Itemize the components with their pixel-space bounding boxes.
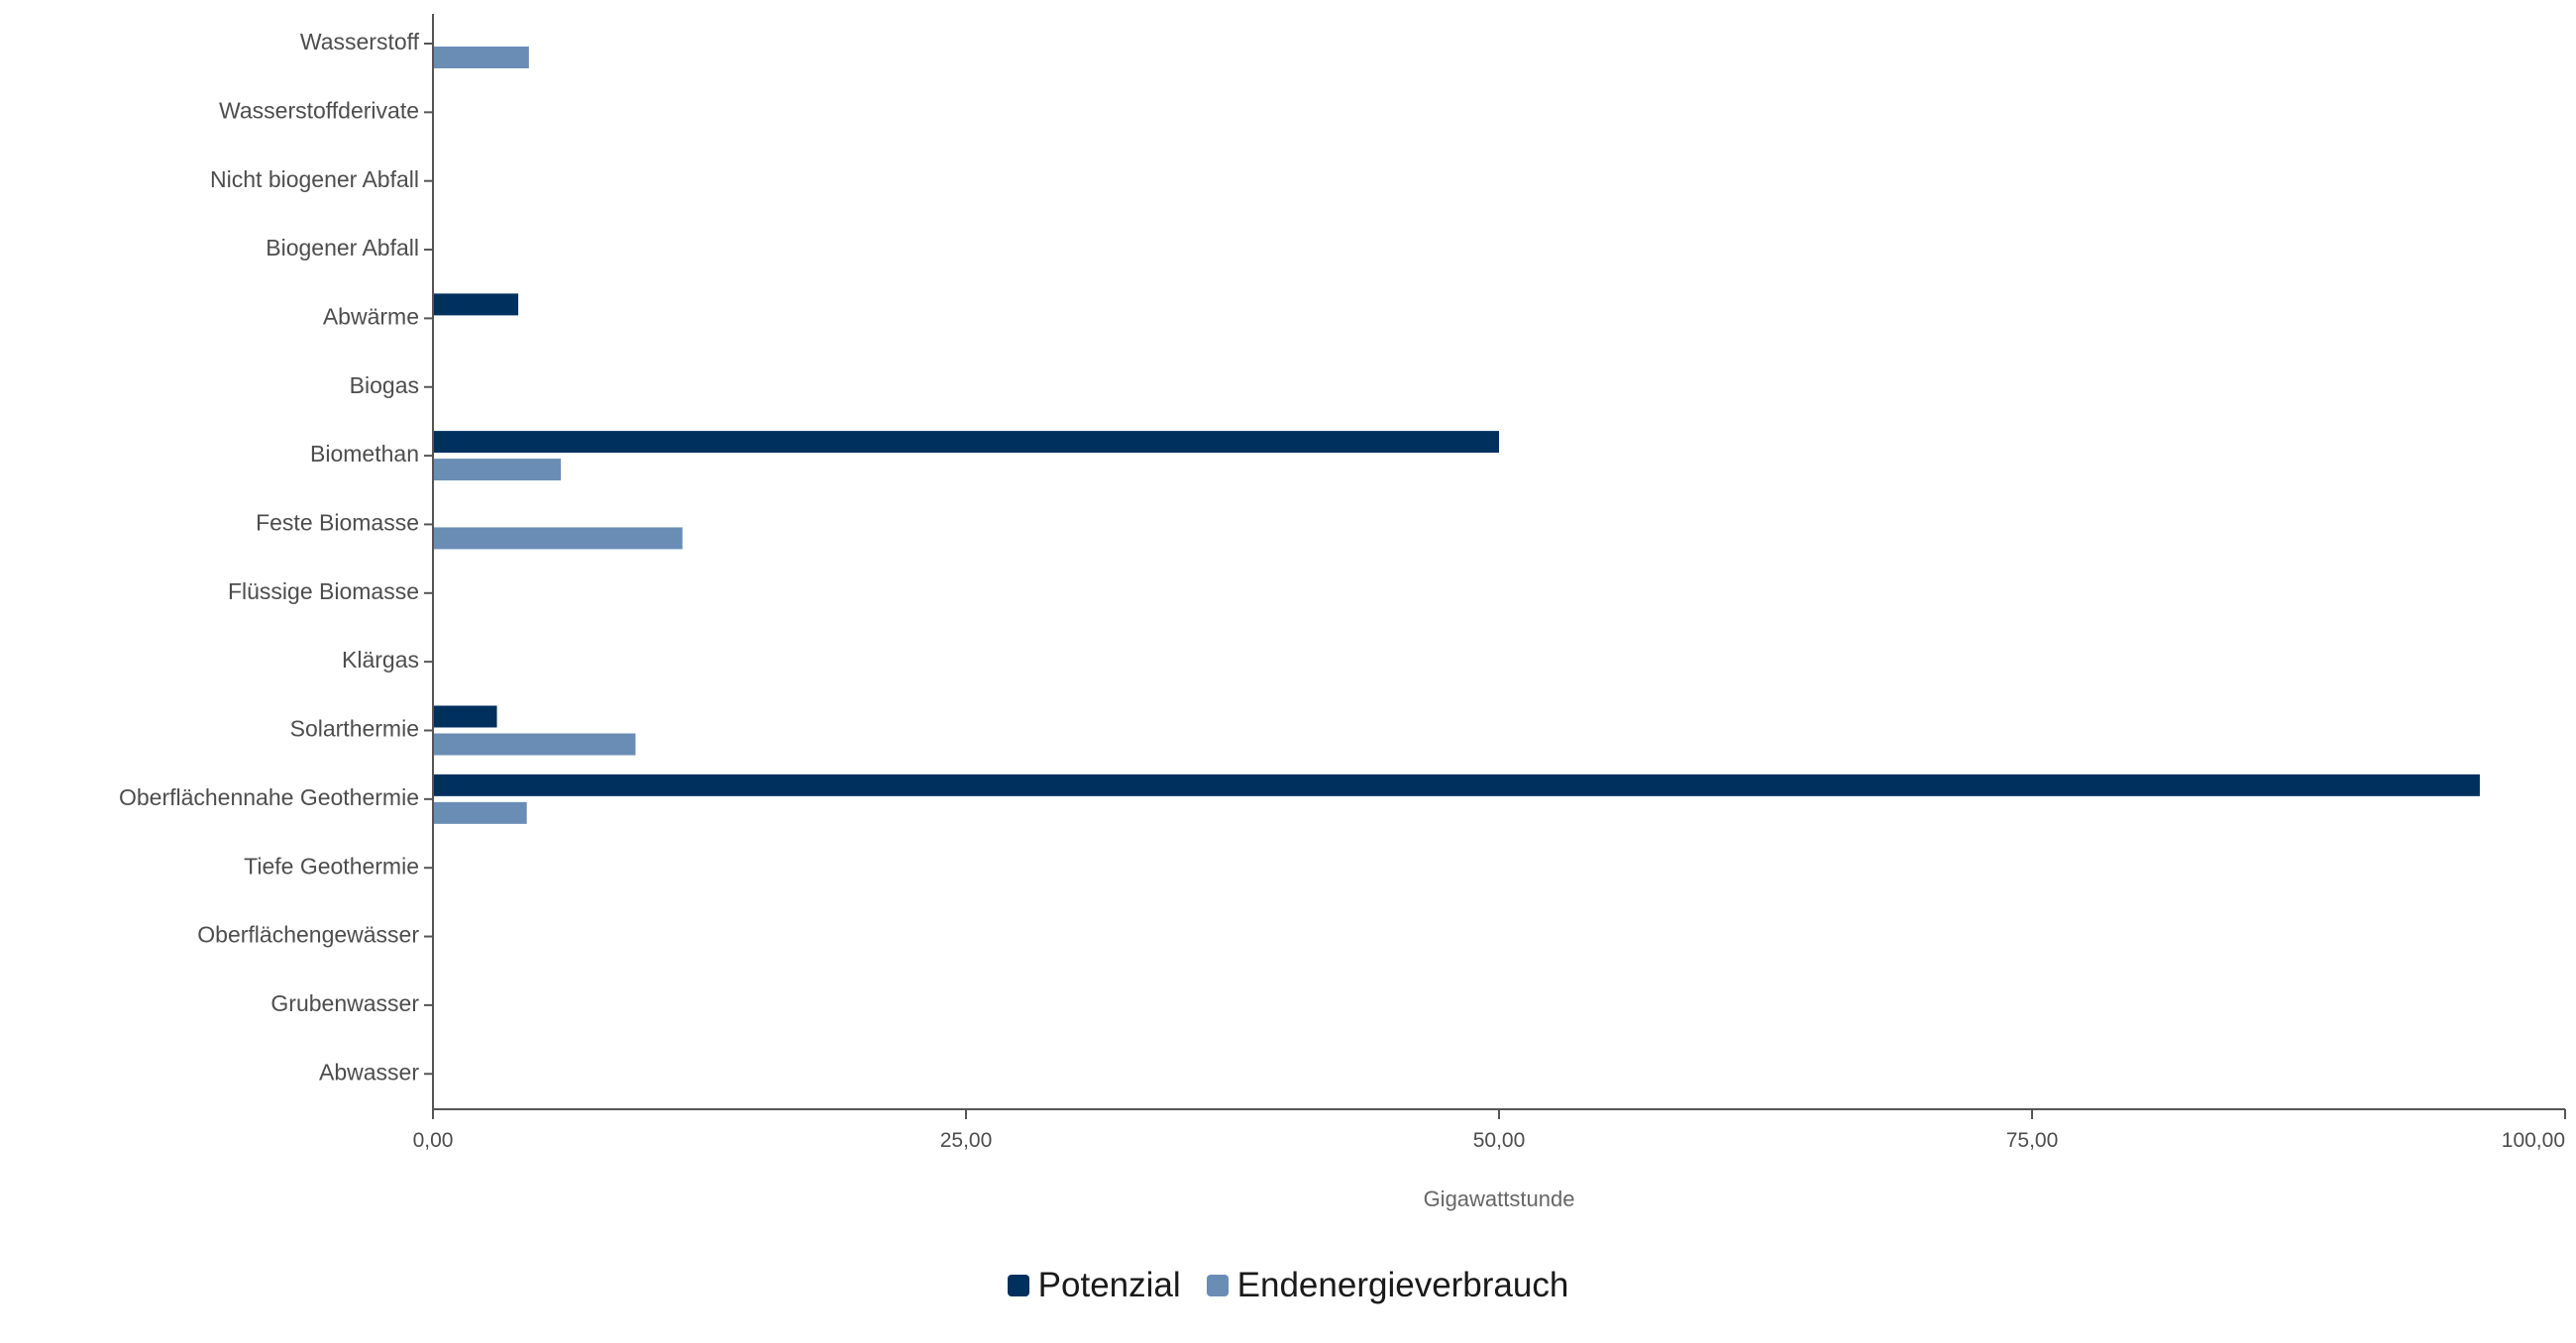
- bar-endenergieverbrauch-feste-biomasse[interactable]: [434, 527, 683, 550]
- y-tick-label-abwaerme: Abwärme: [323, 303, 419, 329]
- legend-item-endenergieverbrauch[interactable]: Endenergieverbrauch: [1206, 1266, 1569, 1305]
- x-tick-label: 0,00: [413, 1129, 454, 1152]
- y-tick-label-biomethan: Biomethan: [310, 441, 419, 466]
- legend-swatch-potenzial: [1007, 1275, 1029, 1296]
- bar-endenergieverbrauch-oberflaechennahe-geothermie[interactable]: [434, 801, 527, 824]
- y-tick-label-feste-biomasse: Feste Biomasse: [256, 510, 419, 536]
- y-tick-label-tiefe-geothermie: Tiefe Geothermie: [244, 853, 419, 878]
- y-tick-label-wasserstoff: Wasserstoff: [300, 29, 420, 54]
- legend-label-endenergieverbrauch: Endenergieverbrauch: [1236, 1266, 1569, 1304]
- bar-endenergieverbrauch-solarthermie[interactable]: [434, 733, 636, 756]
- legend-swatch-endenergieverbrauch: [1206, 1275, 1229, 1296]
- x-tick-label: 50,00: [1473, 1129, 1526, 1152]
- x-tick-label: 100,00: [2502, 1129, 2565, 1152]
- x-tick-label: 75,00: [2006, 1129, 2059, 1152]
- bar-potenzial-solarthermie[interactable]: [434, 705, 497, 728]
- bar-potenzial-abwaerme[interactable]: [434, 293, 519, 316]
- bar-potenzial-biomethan[interactable]: [434, 431, 1499, 454]
- y-tick-label-biogas: Biogas: [350, 372, 419, 398]
- y-tick-label-klaergas: Klärgas: [342, 647, 419, 672]
- y-tick-label-wasserstoffderivate: Wasserstoffderivate: [219, 97, 419, 123]
- x-axis-title: Gigawattstunde: [1424, 1187, 1575, 1211]
- legend-label-potenzial: Potenzial: [1037, 1266, 1181, 1304]
- y-axis: Wasserstoff Wasserstoffderivate Nicht biog…: [119, 14, 434, 1109]
- legend-item-potenzial[interactable]: Potenzial: [1007, 1266, 1181, 1305]
- bar-endenergieverbrauch-biomethan[interactable]: [434, 459, 562, 481]
- y-tick-label-grubenwasser: Grubenwasser: [270, 990, 419, 1016]
- y-tick-label-fluessige-biomasse: Flüssige Biomasse: [228, 578, 419, 604]
- x-axis: 0,00 25,00 50,00 75,00 100,00: [413, 1108, 2566, 1152]
- y-tick-label-nicht-biogener-abfall: Nicht biogener Abfall: [210, 166, 419, 192]
- bar-endenergieverbrauch-wasserstoff[interactable]: [434, 47, 529, 68]
- y-tick-label-oberflaechengewaesser: Oberflächengewässer: [197, 922, 419, 948]
- bars-group: [434, 47, 2480, 824]
- y-tick-label-biogener-abfall: Biogener Abfall: [266, 235, 419, 260]
- legend: Potenzial Endenergieverbrauch: [0, 1266, 2576, 1305]
- y-tick-label-abwasser: Abwasser: [319, 1059, 419, 1085]
- bar-potenzial-oberflaechennahe-geothermie[interactable]: [434, 774, 2480, 796]
- y-tick-label-solarthermie: Solarthermie: [290, 716, 419, 742]
- y-tick-label-oberflaechennahe-geothermie: Oberflächennahe Geothermie: [119, 784, 419, 810]
- x-tick-label: 25,00: [940, 1129, 993, 1152]
